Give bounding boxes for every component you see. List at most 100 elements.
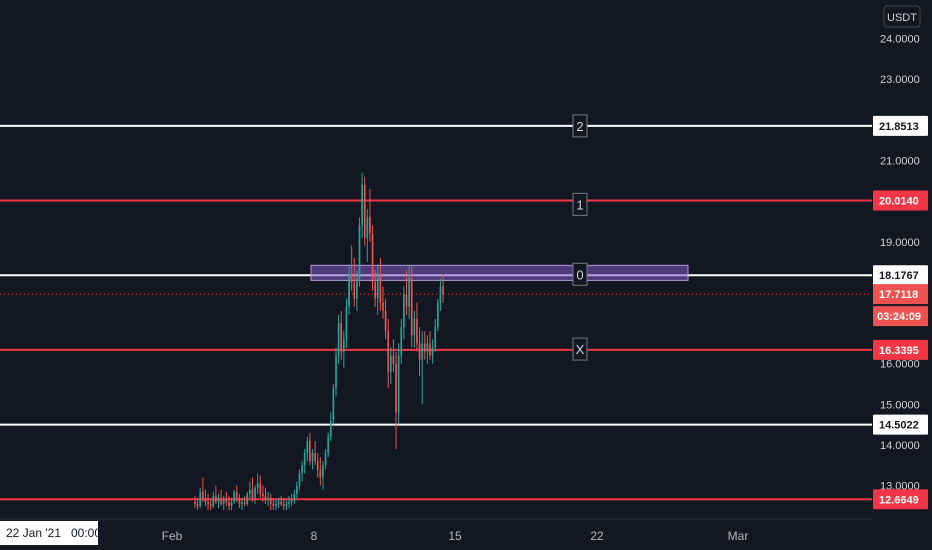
- purple-zone-box[interactable]: [310, 264, 689, 281]
- level-price-tag: [873, 414, 928, 435]
- price-axis-level-tags: 21.8513 20.0140 18.1767 16.3395 14.5022 12.66…: [873, 115, 928, 510]
- candle-body: [369, 217, 371, 234]
- candle-body: [431, 347, 434, 356]
- candle-body: [329, 420, 332, 437]
- candle-body: [204, 497, 207, 502]
- level-price-tag-label: 21.8513: [879, 121, 919, 133]
- candle-body: [348, 274, 350, 307]
- zone-layer: [310, 264, 689, 281]
- candle-body: [280, 501, 283, 504]
- candle-body: [277, 501, 280, 504]
- zone-marker-box[interactable]: [572, 262, 588, 286]
- last-price-tag: [873, 284, 928, 305]
- candle-body: [366, 217, 369, 238]
- candle-body: [332, 388, 335, 421]
- candle-body: [379, 274, 382, 303]
- candle-body: [356, 278, 358, 299]
- zone-marker-label: X: [576, 342, 585, 357]
- last-price-tag-label: 17.7118: [879, 289, 918, 301]
- level-price-tag-label: 12.6649: [879, 494, 919, 506]
- zone-marker-box[interactable]: [572, 192, 588, 216]
- candle-body: [251, 489, 254, 498]
- candle-body: [238, 497, 241, 504]
- candle-body: [423, 343, 426, 352]
- candle-body: [199, 491, 202, 506]
- candle-body: [235, 491, 238, 498]
- candles: [194, 172, 444, 511]
- candle-body: [389, 355, 392, 372]
- candle-body: [342, 339, 345, 352]
- candle-body: [212, 495, 215, 506]
- level-price-tag: [873, 190, 928, 211]
- candle-body: [246, 493, 249, 504]
- candle-body: [230, 501, 233, 506]
- candle-body: [259, 483, 262, 494]
- candle-body: [225, 499, 228, 502]
- candle-body: [316, 461, 319, 470]
- zone-marker-label: 2: [576, 119, 583, 134]
- candle-body: [403, 294, 405, 328]
- zone-marker-box[interactable]: [572, 114, 588, 138]
- currency-badge[interactable]: USDT: [883, 5, 921, 28]
- y-tick-label: 15.0000: [880, 399, 920, 411]
- zone-marker-box[interactable]: [572, 337, 588, 361]
- candle-body: [285, 503, 288, 506]
- candle-body: [400, 327, 403, 356]
- price-axis: 24.0000 23.0000 21.0000 19.0000 16.0000 15.00…: [880, 34, 920, 493]
- candle-body: [374, 282, 377, 299]
- candle-body: [410, 278, 413, 336]
- x-tick-label: 22: [590, 529, 604, 543]
- candle-body: [436, 302, 439, 328]
- candle-body: [222, 499, 225, 504]
- candle-body: [322, 465, 324, 478]
- candle-body: [196, 503, 199, 506]
- horizontal-levels: [0, 124, 872, 501]
- zone-marker-label: 0: [576, 267, 583, 282]
- x-tick-label: Feb: [162, 529, 183, 543]
- candle-body: [217, 497, 220, 502]
- candle-body: [418, 343, 421, 360]
- candle-body: [371, 233, 374, 283]
- candle-body: [288, 501, 290, 504]
- candle-body: [264, 495, 267, 500]
- candle-body: [421, 343, 424, 360]
- candle-body: [241, 501, 243, 504]
- level-price-tag-label: 16.3395: [879, 345, 919, 357]
- candle-body: [301, 465, 303, 474]
- candle-body: [306, 440, 309, 454]
- candle-body: [248, 489, 251, 494]
- y-tick-label: 14.0000: [880, 440, 920, 452]
- candle-body: [363, 184, 366, 238]
- y-tick-label: 16.0000: [880, 359, 920, 371]
- candle-body: [295, 485, 298, 494]
- time-axis-background[interactable]: [0, 519, 932, 550]
- candle-body: [207, 501, 209, 504]
- candle-body: [228, 501, 230, 506]
- candle-body: [319, 469, 322, 478]
- candle-body: [314, 453, 316, 462]
- y-tick-label: 23.0000: [880, 74, 920, 86]
- candle-body: [361, 184, 363, 226]
- candle-body: [282, 503, 285, 506]
- candle-body: [209, 503, 212, 506]
- candle-body: [303, 453, 306, 466]
- level-price-tag-label: 14.5022: [879, 420, 919, 432]
- candle-body: [376, 274, 379, 299]
- candle-body: [262, 493, 264, 496]
- currency-label: USDT: [887, 12, 917, 24]
- candle-body: [215, 495, 217, 502]
- candle-body: [269, 497, 272, 504]
- candle-body: [353, 282, 356, 299]
- candle-body: [275, 503, 277, 506]
- candle-body: [290, 499, 293, 502]
- candle-body: [194, 501, 196, 504]
- x-tick-label: Mar: [728, 529, 749, 543]
- candle-body: [358, 225, 361, 279]
- candle-body: [382, 302, 384, 311]
- candle-body: [272, 503, 275, 506]
- countdown-tag-label: 03:24:09: [877, 311, 921, 323]
- zone-markers: 2 1 0 X: [572, 114, 588, 361]
- candle-body: [324, 453, 327, 466]
- candle-body: [413, 318, 416, 336]
